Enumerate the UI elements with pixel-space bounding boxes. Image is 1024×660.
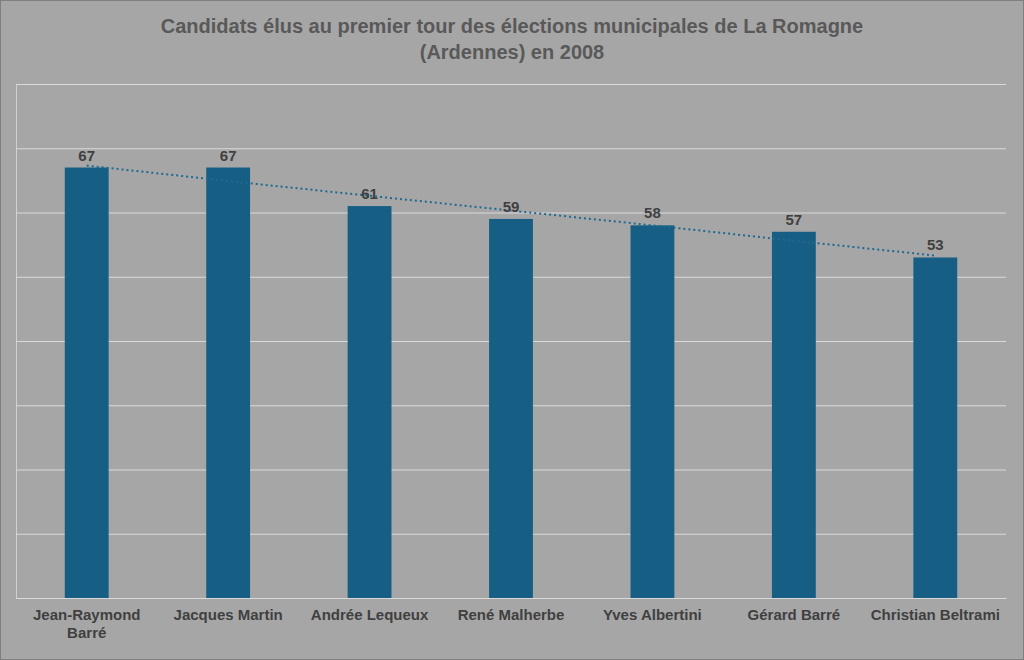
x-tick-label: Gérard Barré bbox=[748, 606, 841, 623]
x-tick-label: Jean-RaymondBarré bbox=[33, 606, 141, 641]
bar bbox=[489, 219, 533, 598]
bar bbox=[348, 206, 392, 598]
x-tick-label: René Malherbe bbox=[458, 606, 565, 623]
bar bbox=[206, 168, 250, 598]
grid-line bbox=[16, 148, 1006, 149]
y-axis-line bbox=[17, 85, 1007, 599]
grid-line bbox=[16, 598, 1006, 599]
x-axis: Jean-RaymondBarré Jacques Martin Andrée Le… bbox=[17, 598, 1007, 641]
x-tick-label: Jacques Martin bbox=[174, 606, 283, 623]
text-line: Jacques Martin bbox=[174, 606, 283, 623]
text-line: (Ardennes) en 2008 bbox=[420, 41, 605, 63]
x-tick-label: Andrée Lequeux bbox=[311, 606, 429, 623]
text-line: René Malherbe bbox=[458, 606, 565, 623]
text-line: Yves Albertini bbox=[603, 606, 702, 623]
bar bbox=[65, 168, 109, 598]
bar bbox=[772, 232, 816, 598]
bar bbox=[631, 225, 675, 598]
data-labels: 67 67 61 59 58 57 53 bbox=[78, 147, 943, 254]
text-line: Jean-Raymond bbox=[33, 606, 141, 623]
x-tick: Jacques Martin bbox=[174, 598, 283, 623]
plot-area bbox=[65, 166, 957, 598]
x-tick: Christian Beltrami bbox=[871, 598, 1000, 623]
x-tick: Jean-RaymondBarré bbox=[33, 598, 141, 641]
trend-line bbox=[87, 166, 936, 256]
y-axis bbox=[16, 85, 1006, 599]
grid-line bbox=[16, 84, 1006, 85]
x-tick: Gérard Barré bbox=[748, 598, 841, 623]
x-tick: René Malherbe bbox=[458, 598, 565, 623]
background bbox=[1, 1, 1024, 660]
text-line: Andrée Lequeux bbox=[311, 606, 429, 623]
text-line: Christian Beltrami bbox=[871, 606, 1000, 623]
text-line: Barré bbox=[67, 624, 106, 641]
x-tick-label: Yves Albertini bbox=[603, 606, 702, 623]
data-label: 53 bbox=[927, 236, 944, 253]
bar bbox=[913, 257, 957, 598]
x-tick-label: Christian Beltrami bbox=[871, 606, 1000, 623]
data-label: 57 bbox=[786, 211, 803, 228]
data-label: 61 bbox=[361, 185, 378, 202]
data-label: 67 bbox=[78, 147, 95, 164]
text-line: Gérard Barré bbox=[748, 606, 841, 623]
data-label: 59 bbox=[503, 198, 520, 215]
data-label: 58 bbox=[644, 204, 661, 221]
data-label: 67 bbox=[220, 147, 237, 164]
x-axis-line bbox=[17, 598, 1007, 599]
title: Candidats élus au premier tour des élect… bbox=[161, 15, 863, 63]
y-tick bbox=[16, 148, 1006, 149]
chart: Candidats élus au premier tour des élect… bbox=[0, 0, 1024, 660]
y-tick bbox=[16, 598, 1006, 599]
x-tick: Andrée Lequeux bbox=[311, 598, 429, 623]
text-line: Candidats élus au premier tour des élect… bbox=[161, 15, 863, 37]
y-tick bbox=[16, 84, 1006, 85]
x-tick: Yves Albertini bbox=[603, 598, 702, 623]
